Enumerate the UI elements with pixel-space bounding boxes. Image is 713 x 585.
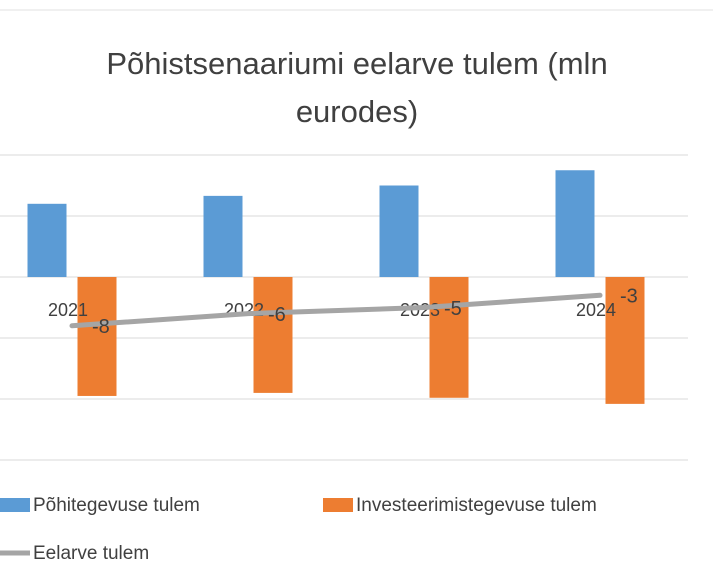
legend-swatch — [323, 498, 353, 512]
bar — [253, 277, 293, 393]
legend-label: Põhitegevuse tulem — [33, 495, 200, 516]
bar — [77, 277, 117, 396]
bar — [605, 277, 645, 404]
legend-label: Eelarve tulem — [33, 543, 149, 564]
bar — [379, 185, 419, 277]
x-tick-label: 2021 — [48, 300, 88, 320]
data-label: -3 — [620, 286, 638, 308]
bar — [203, 195, 243, 277]
data-label: -6 — [268, 304, 286, 326]
legend-swatch — [0, 498, 30, 512]
bar — [27, 203, 67, 277]
line — [69, 292, 603, 329]
legend-label: Investeerimistegevuse tulem — [356, 495, 597, 516]
bar — [555, 170, 595, 277]
data-label: -8 — [92, 316, 110, 338]
x-tick-label: 2024 — [576, 300, 616, 320]
bar — [429, 277, 469, 398]
data-label: -5 — [444, 298, 462, 320]
chart-title: Põhistsenaariumi eelarve tulem (mln euro… — [106, 46, 608, 129]
